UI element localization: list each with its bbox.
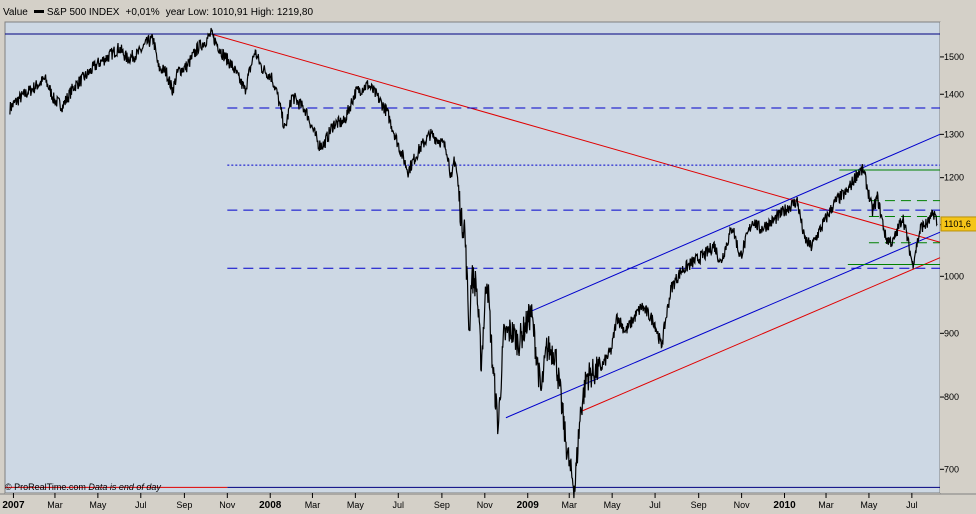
legend-item[interactable]: S&P 500 INDEX (33, 6, 120, 18)
plot-area (4, 21, 941, 494)
x-tick-label: Jul (649, 500, 661, 510)
x-axis-panel (5, 493, 940, 512)
chart-header: Value S&P 500 INDEX +0,01% year Low: 101… (3, 4, 313, 20)
x-tick-label: Nov (219, 500, 236, 510)
trendline-blue (505, 231, 941, 419)
series-name: S&P 500 INDEX (46, 6, 120, 18)
x-tick-label: May (860, 500, 878, 510)
x-tick-label: 2009 (517, 500, 540, 511)
footer: © ProRealTime.com Data is end of day (5, 482, 161, 492)
x-tick-label: Mar (561, 500, 577, 510)
x-tick-label: Mar (47, 500, 63, 510)
x-tick-label: May (89, 500, 107, 510)
y-tick-label: 1200 (944, 173, 964, 183)
last-price-label: 1101,6 (944, 219, 971, 229)
x-tick-label: Sep (176, 500, 192, 510)
y-tick-label: 1400 (944, 89, 964, 99)
x-tick-label: 2007 (2, 500, 25, 511)
value-label: Value (3, 6, 28, 18)
x-tick-label: Jul (393, 500, 405, 510)
y-tick-label: 700 (944, 464, 959, 474)
x-tick-label: May (347, 500, 365, 510)
x-tick-label: Sep (691, 500, 707, 510)
y-axis-panel (940, 22, 976, 493)
series-swatch-icon (33, 10, 44, 14)
x-tick-label: 2008 (259, 500, 282, 511)
x-tick-label: Nov (477, 500, 494, 510)
x-tick-label: Mar (305, 500, 321, 510)
trendline-blue (527, 133, 941, 314)
x-tick-label: Jul (135, 500, 147, 510)
change-value: +0,01% (125, 6, 160, 18)
trendline-red (210, 33, 941, 243)
trendline-red (582, 257, 941, 412)
x-tick-label: Jul (906, 500, 918, 510)
y-tick-label: 1300 (944, 129, 964, 139)
y-tick-label: 1500 (944, 52, 964, 62)
data-note: Data is end of day (88, 482, 161, 492)
year-range: year Low: 1010,91 High: 1219,80 (165, 6, 314, 18)
x-tick-label: Sep (434, 500, 450, 510)
brand-label: ProRealTime.com (14, 482, 86, 492)
last-price-badge (940, 216, 976, 232)
x-tick-label: 2010 (773, 500, 796, 511)
x-tick-label: Mar (818, 500, 834, 510)
price-series-line (9, 27, 938, 499)
y-tick-label: 900 (944, 328, 959, 338)
y-tick-label: 1000 (944, 271, 964, 281)
x-tick-label: May (604, 500, 622, 510)
y-tick-label: 800 (944, 392, 959, 402)
x-tick-label: Nov (734, 500, 751, 510)
copyright-icon: © (5, 482, 12, 492)
